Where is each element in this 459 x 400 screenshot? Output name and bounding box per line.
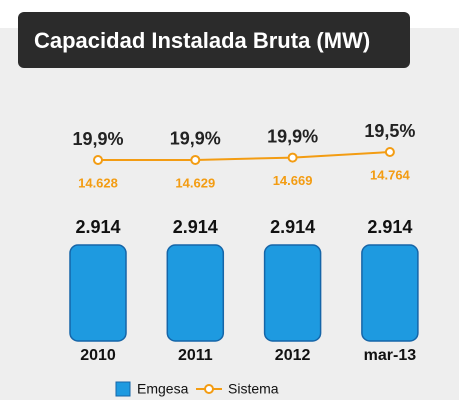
bar-label: 2.914 bbox=[173, 217, 218, 237]
percentage-label: 19,9% bbox=[72, 129, 123, 149]
sistema-label: 14.629 bbox=[175, 175, 215, 190]
x-tick-label: 2010 bbox=[80, 347, 116, 364]
sistema-label: 14.669 bbox=[273, 173, 313, 188]
bar-label: 2.914 bbox=[270, 217, 315, 237]
title-box bbox=[18, 12, 410, 68]
legend-label: Sistema bbox=[228, 381, 279, 397]
percentage-label: 19,9% bbox=[267, 126, 318, 146]
bar bbox=[166, 244, 225, 342]
sistema-line bbox=[97, 151, 390, 161]
legend-swatch bbox=[115, 381, 131, 397]
x-tick-label: 2011 bbox=[178, 347, 213, 364]
percentage-label: 19,5% bbox=[364, 121, 415, 141]
percentage-label: 19,9% bbox=[170, 129, 221, 149]
bar bbox=[263, 244, 322, 342]
legend-label: Emgesa bbox=[137, 381, 189, 397]
sistema-point bbox=[287, 152, 298, 163]
bar-label: 2.914 bbox=[75, 217, 120, 237]
bar-label: 2.914 bbox=[367, 217, 412, 237]
sistema-label: 14.764 bbox=[370, 167, 411, 182]
x-tick-label: mar-13 bbox=[364, 347, 417, 364]
sistema-point bbox=[93, 155, 103, 165]
legend-marker bbox=[204, 384, 214, 394]
sistema-label: 14.628 bbox=[78, 175, 118, 190]
panel bbox=[0, 28, 459, 400]
bar bbox=[361, 244, 419, 342]
sistema-point bbox=[190, 154, 201, 165]
chart-title: Capacidad Instalada Bruta (MW) bbox=[34, 28, 370, 53]
bar bbox=[69, 244, 127, 342]
x-tick-label: 2012 bbox=[275, 347, 311, 364]
sistema-point bbox=[384, 147, 395, 157]
